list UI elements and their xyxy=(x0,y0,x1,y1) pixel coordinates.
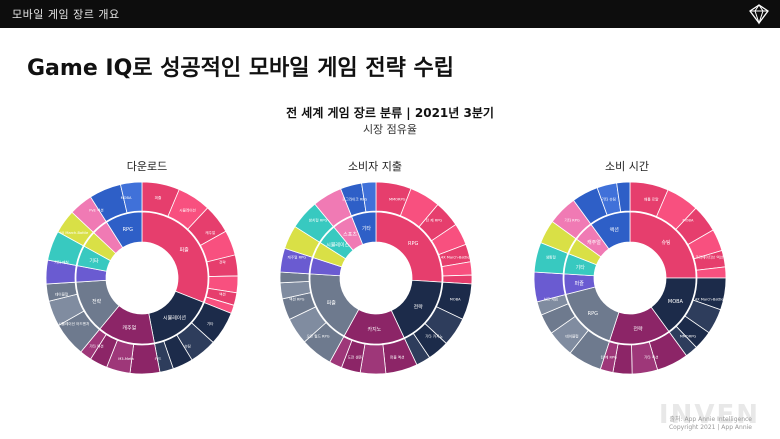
inven-watermark: INVEN xyxy=(658,400,760,430)
donut-outer-label: 퍼즐 액션 xyxy=(390,355,404,360)
donut-inner-label: 기타 xyxy=(89,258,99,265)
donut-outer-label: M3-Meta xyxy=(118,357,134,361)
donut-outer-label: 퍼즐 xyxy=(155,195,162,200)
donut-outer-label: 4X March-Battle xyxy=(59,231,88,235)
donut-outer-label: 오픈 월드 RPG xyxy=(307,333,330,338)
donut-outer-label: 액션 RPG xyxy=(289,297,304,302)
donut-outer-label: PvE 액션 xyxy=(89,207,103,212)
donut-outer-label: MOBA xyxy=(450,298,461,302)
donut-inner-label: 기타 xyxy=(362,225,372,232)
donut-inner-slice xyxy=(106,211,143,249)
donut-outer-slice xyxy=(616,181,631,213)
breadcrumb: 모바일 게임 장르 개요 xyxy=(12,8,120,21)
donut-center-hole xyxy=(341,243,411,313)
donut-outer-label: MMORPG xyxy=(389,197,406,201)
donut-outer-label: 도전 생존 xyxy=(348,355,363,360)
donut-outer-label: 시뮬레이션 xyxy=(179,207,196,212)
donut-inner-label: 전략 xyxy=(633,325,643,332)
donut-inner-label: 시뮬레이션 xyxy=(163,314,186,321)
donut-center-hole xyxy=(595,243,665,313)
donut-chart-downloads: 퍼즐시뮬레이션캐주얼전략기타RPG퍼즐시뮬레이션캐주얼전략액션기타슈팅카드M3-… xyxy=(45,181,239,375)
diamond-logo-icon xyxy=(749,4,769,25)
donut-inner-label: MOBA xyxy=(668,299,684,305)
donut-outer-label: 기타 RPG xyxy=(564,218,579,223)
donut-outer-label: 크리에이티브 액션 xyxy=(695,254,723,259)
donut-inner-label: 캐주얼 xyxy=(122,324,136,331)
donut-inner-label: 기타 xyxy=(576,264,586,271)
donut-outer-label: 배틀 로얄 xyxy=(644,196,659,201)
donut-outer-label: 액션 xyxy=(219,291,226,296)
donut-inner-label: RPG xyxy=(408,241,418,247)
donut-inner-label: RPG xyxy=(123,227,133,233)
donut-outer-label: MOBA xyxy=(683,219,694,223)
chart-figure-title: 전 세계 게임 장르 분류 | 2021년 3분기 xyxy=(286,106,494,120)
donut-outer-label: 시뮬레이션 어드벤처 xyxy=(58,321,89,326)
donut-outer-label: 캐주얼 RPG xyxy=(288,254,307,259)
donut-title-time: 소비 시간 xyxy=(605,160,649,173)
chart-figure-subtitle: 시장 점유율 xyxy=(362,123,418,136)
donut-inner-label: 퍼즐 xyxy=(327,300,337,307)
donut-outer-label: 4X March-Battle xyxy=(441,255,470,259)
donut-inner-label: 전략 xyxy=(92,298,102,305)
donut-outer-label: 기타 xyxy=(207,321,214,326)
donut-outer-label: 테이블형 xyxy=(565,333,578,338)
donut-outer-label: 생활형 xyxy=(546,254,556,259)
donut-outer-label: 기타 액션 xyxy=(644,355,658,360)
donut-inner-label: 퍼즐 xyxy=(180,246,190,253)
donut-inner-label: 스포츠 xyxy=(343,232,357,238)
donut-inner-slice xyxy=(590,211,631,250)
donut-chart-time: 슈팅 MOBA 전략 RPG 퍼즐 기타 캐주얼 액션 배틀 로얄 MOBA 크리에이티브 액션 4X… xyxy=(533,181,727,375)
donut-outer-slice xyxy=(361,181,377,213)
donut-outer-label: MOBA xyxy=(121,196,132,200)
donut-inner-label: 시뮬레이션 xyxy=(326,241,349,248)
top-bar: 모바일 게임 장르 개요 xyxy=(0,0,780,28)
donut-outer-label: 기타 액션 xyxy=(89,344,103,349)
donut-outer-label: 카드 xyxy=(155,356,162,361)
donut-inner-label: 전략 xyxy=(414,304,424,311)
donut-inner-label: 슈팅 xyxy=(661,239,670,246)
donut-outer-label: 턴 제 RPG xyxy=(426,218,443,223)
donut-inner-label: 캐주얼 xyxy=(587,239,601,246)
donut-inner-slice xyxy=(351,211,377,246)
donut-outer-label: 턴 제 RPG xyxy=(601,355,618,360)
donut-outer-label: 기타 카지노 xyxy=(425,333,443,338)
donut-outer-label: 4X March-Battle xyxy=(695,298,724,302)
donut-inner-label: 액션 xyxy=(610,226,620,233)
donut-outer-label: 캐주얼 xyxy=(205,230,215,235)
donut-inner-label: 퍼즐 xyxy=(575,280,585,287)
donut-outer-label: 기타 슈팅 xyxy=(602,196,616,201)
donut-outer-label: 보드 게임 xyxy=(544,297,558,302)
donut-outer-label: 로그라이크 RPG xyxy=(342,196,367,201)
donut-outer-label: 테이블형 xyxy=(55,291,68,296)
donut-outer-slice xyxy=(119,181,143,214)
donut-title-spend: 소비자 지출 xyxy=(347,160,403,173)
donut-outer-label: 전략 xyxy=(219,260,226,265)
donut-outer-label: MMORPG xyxy=(680,334,697,338)
source-note: 출처: App Annie Intelligence xyxy=(669,416,752,423)
donut-inner-label: RPG xyxy=(588,311,598,317)
donut-center-hole xyxy=(107,243,177,313)
copyright-note: Copyright 2021 | App Annie xyxy=(668,424,752,431)
donut-outer-label: 슈팅 xyxy=(184,344,191,349)
page-title: Game IQ로 성공적인 모바일 게임 전략 수립 xyxy=(27,56,454,81)
donut-outer-label: 기타 매칭 xyxy=(54,260,68,265)
donut-title-downloads: 다운로드 xyxy=(126,160,168,173)
donut-outer-label: 방치형 RPG xyxy=(309,218,328,223)
donut-inner-label: 카지노 xyxy=(367,326,381,333)
